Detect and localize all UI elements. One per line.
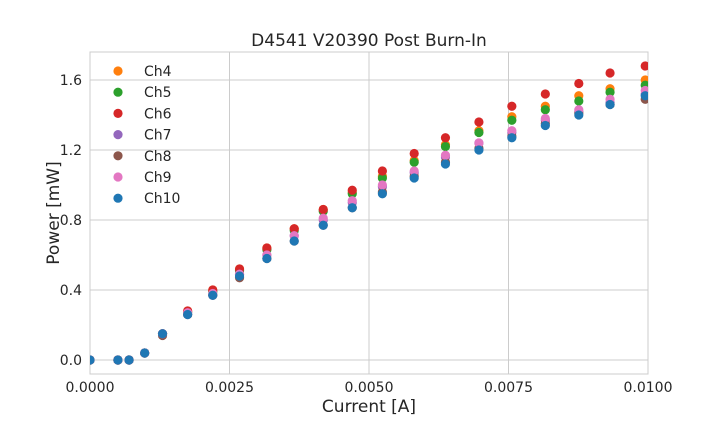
data-point xyxy=(377,173,387,183)
data-point xyxy=(540,120,550,131)
data-point xyxy=(574,96,584,106)
legend-entry-ch7: Ch7 xyxy=(113,128,172,144)
legend-label: Ch4 xyxy=(144,64,172,80)
data-point xyxy=(605,87,615,97)
data-point xyxy=(507,115,517,125)
data-point xyxy=(474,127,484,138)
data-point xyxy=(289,224,299,234)
legend: Ch4 Ch5 Ch6 Ch7 Ch8 Ch9 Ch10 xyxy=(113,64,180,207)
y-tick-label: 0.0 xyxy=(60,353,82,369)
legend-marker xyxy=(113,151,123,161)
data-point xyxy=(605,99,615,110)
data-point xyxy=(234,271,245,281)
data-point xyxy=(474,117,484,127)
data-point xyxy=(440,133,451,143)
data-point xyxy=(409,157,419,167)
y-tick-label: 1.2 xyxy=(60,143,82,159)
data-point xyxy=(347,185,357,195)
series-ch10 xyxy=(90,91,648,365)
data-point xyxy=(140,348,150,358)
data-point xyxy=(377,166,387,176)
x-axis-ticks: 0.0000 0.0025 0.0050 0.0075 0.0100 xyxy=(66,380,673,396)
legend-marker xyxy=(113,130,123,140)
data-point xyxy=(640,61,648,71)
data-point xyxy=(640,91,648,101)
y-axis-ticks: 0.0 0.4 0.8 1.2 1.6 xyxy=(60,73,82,369)
legend-marker xyxy=(113,172,123,182)
data-point xyxy=(507,101,517,111)
legend-label: Ch9 xyxy=(144,170,172,186)
data-point xyxy=(605,68,615,78)
grid xyxy=(89,52,649,374)
x-tick-label: 0.0100 xyxy=(624,380,673,396)
legend-label: Ch8 xyxy=(144,149,172,165)
data-point xyxy=(440,159,451,169)
data-points xyxy=(90,61,648,365)
legend-label: Ch7 xyxy=(144,128,172,144)
data-point xyxy=(113,355,123,365)
data-point xyxy=(409,148,419,159)
data-point xyxy=(208,290,218,300)
data-point xyxy=(409,173,419,183)
legend-marker xyxy=(113,193,123,203)
y-tick-label: 1.6 xyxy=(60,73,82,89)
data-point xyxy=(318,220,328,230)
data-point xyxy=(262,253,272,264)
x-tick-label: 0.0000 xyxy=(66,380,115,396)
data-point xyxy=(124,355,134,365)
legend-label: Ch6 xyxy=(144,106,172,122)
data-point xyxy=(507,133,517,143)
chart-title: D4541 V20390 Post Burn-In xyxy=(251,31,487,51)
x-tick-label: 0.0075 xyxy=(484,380,533,396)
data-point xyxy=(289,236,299,246)
legend-entry-ch6: Ch6 xyxy=(113,106,172,122)
data-point xyxy=(377,180,387,190)
data-point xyxy=(183,309,193,320)
data-point xyxy=(540,89,550,99)
legend-entry-ch5: Ch5 xyxy=(113,85,172,101)
x-tick-label: 0.0050 xyxy=(345,380,394,396)
legend-label: Ch10 xyxy=(144,191,180,207)
y-axis-label: Power [mW] xyxy=(44,161,64,264)
y-tick-label: 0.4 xyxy=(60,283,82,299)
series-ch5 xyxy=(90,80,648,365)
legend-marker xyxy=(113,108,123,118)
data-point xyxy=(574,78,584,89)
legend-entry-ch9: Ch9 xyxy=(113,170,172,186)
data-point xyxy=(318,213,328,223)
data-point xyxy=(409,166,419,176)
data-point xyxy=(347,196,357,206)
legend-entry-ch4: Ch4 xyxy=(113,64,172,80)
data-point xyxy=(318,204,328,215)
y-tick-label: 0.8 xyxy=(60,213,82,229)
legend-entry-ch10: Ch10 xyxy=(113,191,180,207)
data-point xyxy=(440,150,451,160)
data-point xyxy=(540,105,550,115)
data-point xyxy=(440,141,451,152)
x-axis-label: Current [A] xyxy=(322,397,416,417)
data-point xyxy=(507,126,517,136)
legend-label: Ch5 xyxy=(144,85,172,101)
data-point xyxy=(540,113,550,124)
data-point xyxy=(574,110,584,120)
plot-frame xyxy=(89,51,649,375)
legend-marker xyxy=(113,66,123,76)
data-point xyxy=(474,138,484,148)
x-tick-label: 0.0025 xyxy=(205,380,254,396)
data-point xyxy=(157,329,168,339)
data-point xyxy=(262,243,272,253)
data-point xyxy=(90,355,95,365)
data-point xyxy=(347,203,357,213)
legend-marker xyxy=(113,87,123,97)
data-point xyxy=(474,145,484,155)
data-point xyxy=(377,189,387,199)
legend-entry-ch8: Ch8 xyxy=(113,149,172,165)
